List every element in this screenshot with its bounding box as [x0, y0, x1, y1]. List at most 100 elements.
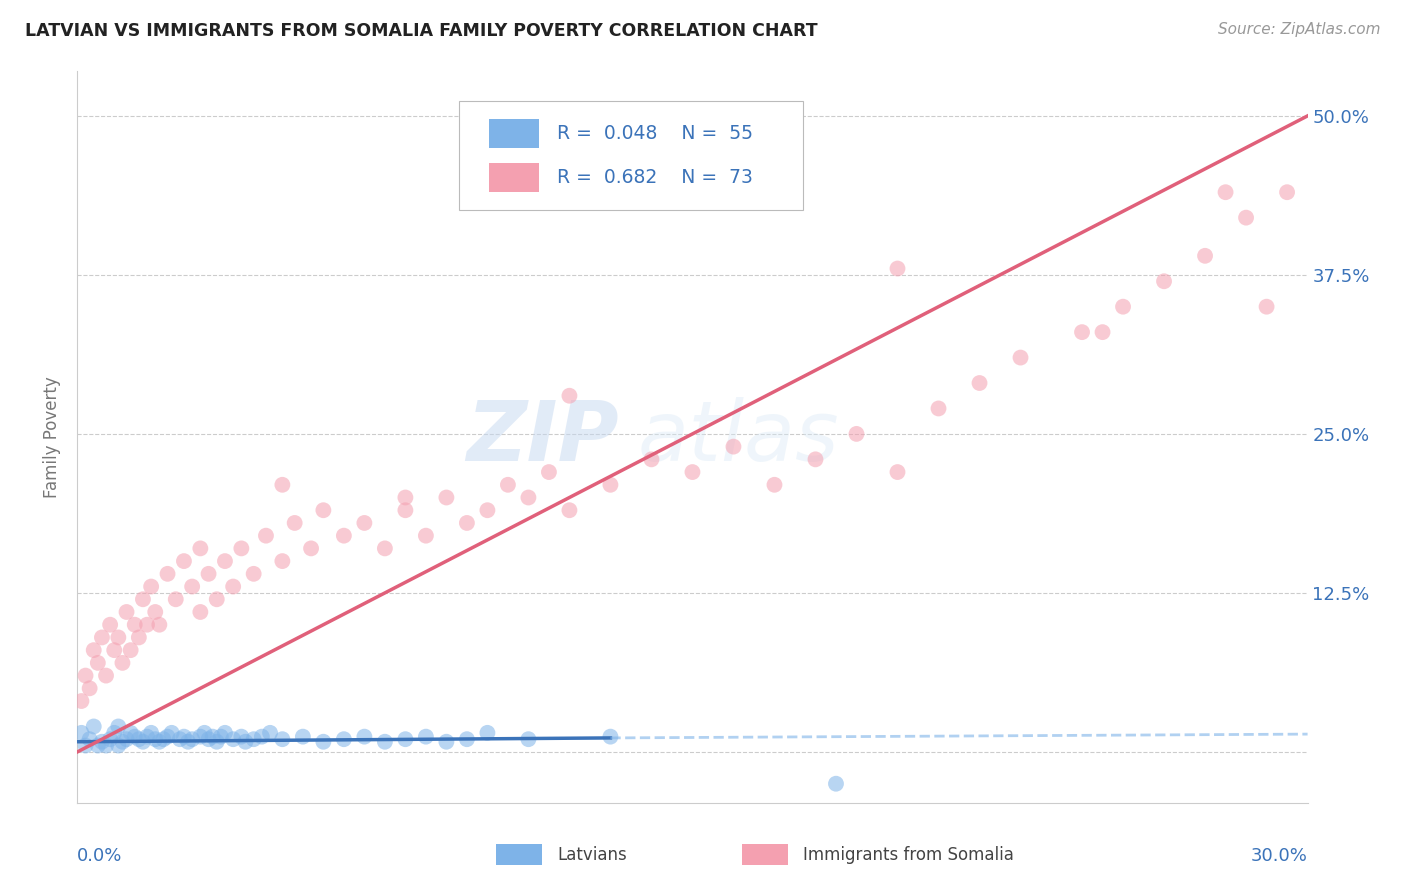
Point	[299, 541, 322, 556]
Point	[271, 477, 294, 491]
Point	[87, 656, 110, 670]
Point	[188, 730, 212, 744]
Point	[477, 726, 499, 740]
Point	[231, 541, 253, 556]
FancyBboxPatch shape	[458, 101, 803, 211]
Point	[763, 477, 786, 491]
Text: Source: ZipAtlas.com: Source: ZipAtlas.com	[1218, 22, 1381, 37]
Point	[98, 617, 121, 632]
Text: 0.0%: 0.0%	[77, 847, 122, 864]
Point	[804, 452, 827, 467]
Point	[124, 730, 146, 744]
Point	[1194, 249, 1216, 263]
FancyBboxPatch shape	[496, 845, 543, 865]
Point	[148, 617, 170, 632]
Point	[201, 730, 224, 744]
Point	[115, 732, 138, 747]
Point	[205, 592, 228, 607]
Point	[156, 566, 179, 581]
Point	[222, 580, 245, 594]
Point	[173, 554, 195, 568]
Point	[90, 735, 114, 749]
Point	[107, 739, 129, 753]
Point	[1112, 300, 1135, 314]
Point	[558, 503, 581, 517]
Point	[136, 617, 159, 632]
Text: R =  0.048    N =  55: R = 0.048 N = 55	[557, 124, 754, 143]
Point	[103, 643, 125, 657]
Point	[132, 592, 155, 607]
Point	[271, 554, 294, 568]
Point	[177, 735, 200, 749]
Point	[107, 631, 129, 645]
Point	[928, 401, 950, 416]
Text: Latvians: Latvians	[557, 846, 627, 863]
Point	[111, 656, 134, 670]
Point	[148, 735, 170, 749]
Point	[394, 491, 416, 505]
Point	[394, 732, 416, 747]
Point	[312, 735, 335, 749]
Point	[115, 605, 138, 619]
Point	[231, 730, 253, 744]
Point	[141, 726, 163, 740]
Point	[1091, 325, 1114, 339]
Point	[193, 726, 215, 740]
Text: LATVIAN VS IMMIGRANTS FROM SOMALIA FAMILY POVERTY CORRELATION CHART: LATVIAN VS IMMIGRANTS FROM SOMALIA FAMIL…	[25, 22, 818, 40]
Point	[87, 739, 110, 753]
FancyBboxPatch shape	[742, 845, 789, 865]
Point	[1256, 300, 1278, 314]
Point	[415, 730, 437, 744]
Point	[209, 730, 232, 744]
Point	[374, 541, 396, 556]
Point	[291, 730, 314, 744]
Text: ZIP: ZIP	[465, 397, 619, 477]
Point	[312, 503, 335, 517]
Point	[1071, 325, 1094, 339]
Point	[254, 529, 277, 543]
Point	[120, 643, 142, 657]
Point	[682, 465, 704, 479]
Text: R =  0.682    N =  73: R = 0.682 N = 73	[557, 168, 754, 187]
Point	[353, 516, 375, 530]
Point	[181, 732, 204, 747]
Point	[70, 694, 93, 708]
Point	[103, 726, 125, 740]
Point	[173, 730, 195, 744]
Point	[143, 605, 166, 619]
Point	[723, 440, 745, 454]
Point	[250, 730, 273, 744]
Point	[111, 735, 134, 749]
Point	[222, 732, 245, 747]
Point	[537, 465, 560, 479]
Text: atlas: atlas	[637, 397, 839, 477]
Point	[235, 735, 257, 749]
Point	[181, 580, 204, 594]
Point	[599, 477, 621, 491]
Point	[214, 554, 236, 568]
Point	[284, 516, 307, 530]
Point	[496, 477, 519, 491]
Point	[79, 681, 101, 696]
Point	[141, 580, 163, 594]
Point	[517, 732, 540, 747]
Point	[124, 617, 146, 632]
Point	[143, 732, 166, 747]
Point	[517, 491, 540, 505]
Point	[969, 376, 991, 390]
Point	[640, 452, 662, 467]
Point	[886, 465, 908, 479]
Point	[98, 732, 121, 747]
Point	[83, 719, 105, 733]
Point	[353, 730, 375, 744]
Point	[94, 668, 117, 682]
Point	[188, 541, 212, 556]
Point	[132, 735, 155, 749]
Point	[1215, 185, 1237, 199]
FancyBboxPatch shape	[489, 119, 538, 148]
Point	[477, 503, 499, 517]
Point	[259, 726, 281, 740]
Point	[1234, 211, 1257, 225]
Point	[374, 735, 396, 749]
Point	[1275, 185, 1298, 199]
